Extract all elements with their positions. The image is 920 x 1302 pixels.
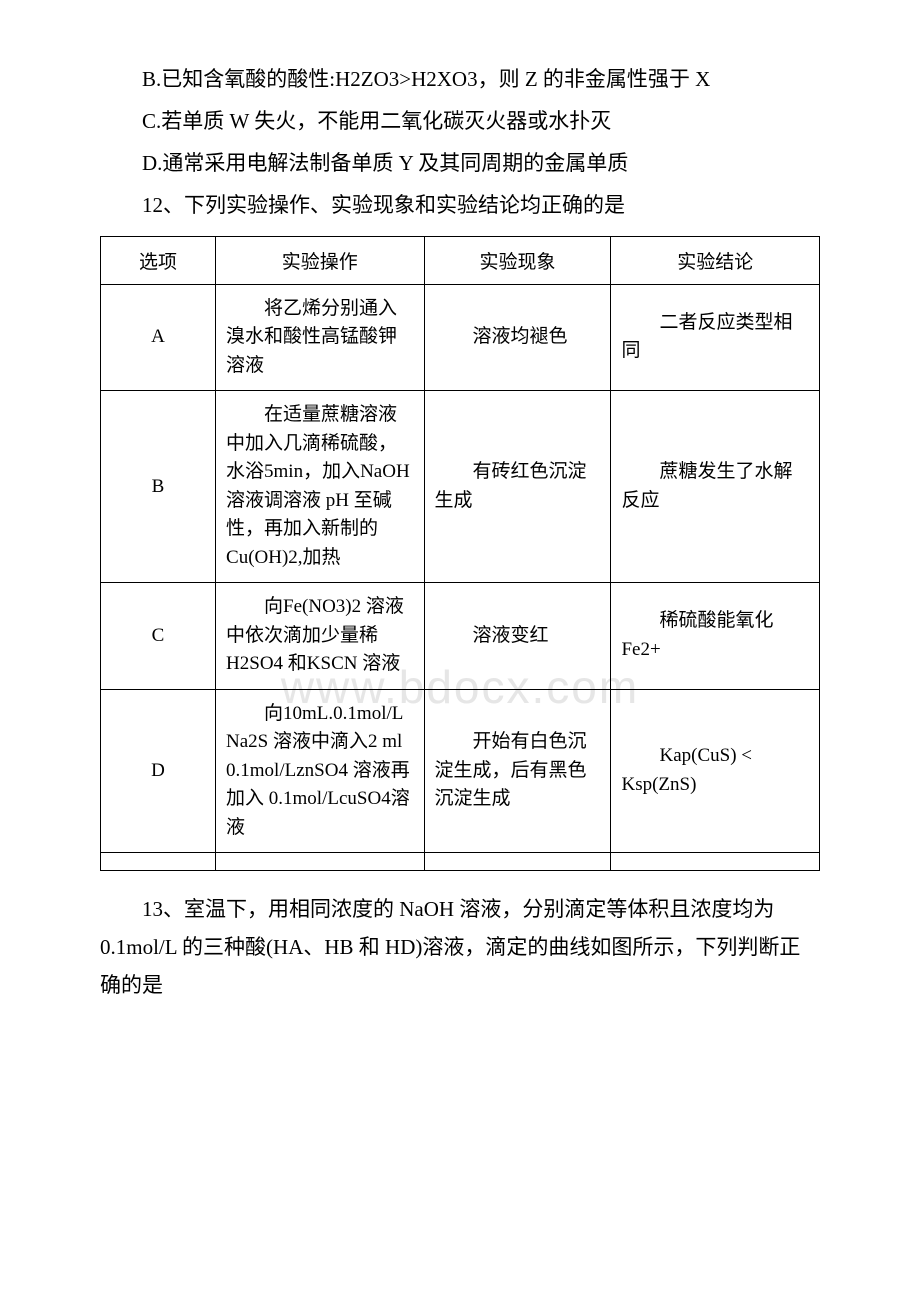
cell-text: 向Fe(NO3)2 溶液中依次滴加少量稀 H2SO4 和KSCN 溶液	[226, 593, 414, 679]
option-c: C.若单质 W 失火，不能用二氧化碳灭火器或水扑灭	[100, 102, 820, 142]
cell-phenomenon: 溶液变红	[424, 583, 611, 690]
option-b: B.已知含氧酸的酸性:H2ZO3>H2XO3，则 Z 的非金属性强于 X	[100, 60, 820, 100]
table-header-row: 选项 实验操作 实验现象 实验结论	[101, 236, 820, 284]
question-13: 13、室温下，用相同浓度的 NaOH 溶液，分别滴定等体积且浓度均为 0.1mo…	[100, 891, 820, 1004]
empty-cell	[611, 853, 820, 871]
table-wrapper: 选项 实验操作 实验现象 实验结论 A 将乙烯分别通入溴水和酸性高锰酸钾溶液 溶…	[100, 236, 820, 872]
cell-option: C	[101, 583, 216, 690]
cell-operation: 在适量蔗糖溶液中加入几滴稀硫酸，水浴5min，加入NaOH 溶液调溶液 pH 至…	[216, 391, 425, 583]
cell-text: 二者反应类型相同	[621, 309, 809, 366]
cell-option: D	[101, 689, 216, 853]
table-empty-row	[101, 853, 820, 871]
header-phenomenon: 实验现象	[424, 236, 611, 284]
page-content: B.已知含氧酸的酸性:H2ZO3>H2XO3，则 Z 的非金属性强于 X C.若…	[100, 60, 820, 1004]
cell-text: 溶液变红	[435, 622, 601, 651]
cell-text: Kap(CuS) < Ksp(ZnS)	[621, 742, 809, 799]
cell-text: 蔗糖发生了水解反应	[621, 458, 809, 515]
cell-phenomenon: 开始有白色沉淀生成，后有黑色沉淀生成	[424, 689, 611, 853]
cell-text: 向10mL.0.1mol/L Na2S 溶液中滴入2 ml 0.1mol/Lzn…	[226, 700, 414, 843]
empty-cell	[101, 853, 216, 871]
empty-cell	[216, 853, 425, 871]
cell-option: A	[101, 284, 216, 391]
cell-operation: 将乙烯分别通入溴水和酸性高锰酸钾溶液	[216, 284, 425, 391]
cell-conclusion: 蔗糖发生了水解反应	[611, 391, 820, 583]
table-row: A 将乙烯分别通入溴水和酸性高锰酸钾溶液 溶液均褪色 二者反应类型相同	[101, 284, 820, 391]
question-12: 12、下列实验操作、实验现象和实验结论均正确的是	[100, 186, 820, 226]
option-d: D.通常采用电解法制备单质 Y 及其同周期的金属单质	[100, 144, 820, 184]
cell-text: 在适量蔗糖溶液中加入几滴稀硫酸，水浴5min，加入NaOH 溶液调溶液 pH 至…	[226, 401, 414, 572]
cell-operation: 向Fe(NO3)2 溶液中依次滴加少量稀 H2SO4 和KSCN 溶液	[216, 583, 425, 690]
table-row: B 在适量蔗糖溶液中加入几滴稀硫酸，水浴5min，加入NaOH 溶液调溶液 pH…	[101, 391, 820, 583]
table-row: C 向Fe(NO3)2 溶液中依次滴加少量稀 H2SO4 和KSCN 溶液 溶液…	[101, 583, 820, 690]
cell-phenomenon: 溶液均褪色	[424, 284, 611, 391]
cell-conclusion: 二者反应类型相同	[611, 284, 820, 391]
experiment-table: 选项 实验操作 实验现象 实验结论 A 将乙烯分别通入溴水和酸性高锰酸钾溶液 溶…	[100, 236, 820, 872]
cell-text: 溶液均褪色	[435, 323, 601, 352]
cell-phenomenon: 有砖红色沉淀生成	[424, 391, 611, 583]
header-option: 选项	[101, 236, 216, 284]
cell-text: 开始有白色沉淀生成，后有黑色沉淀生成	[435, 728, 601, 814]
cell-text: 有砖红色沉淀生成	[435, 458, 601, 515]
cell-conclusion: Kap(CuS) < Ksp(ZnS)	[611, 689, 820, 853]
cell-option: B	[101, 391, 216, 583]
header-operation: 实验操作	[216, 236, 425, 284]
cell-conclusion: 稀硫酸能氧化 Fe2+	[611, 583, 820, 690]
cell-text: 将乙烯分别通入溴水和酸性高锰酸钾溶液	[226, 295, 414, 381]
table-row: D 向10mL.0.1mol/L Na2S 溶液中滴入2 ml 0.1mol/L…	[101, 689, 820, 853]
cell-text: 稀硫酸能氧化 Fe2+	[621, 607, 809, 664]
cell-operation: 向10mL.0.1mol/L Na2S 溶液中滴入2 ml 0.1mol/Lzn…	[216, 689, 425, 853]
header-conclusion: 实验结论	[611, 236, 820, 284]
empty-cell	[424, 853, 611, 871]
